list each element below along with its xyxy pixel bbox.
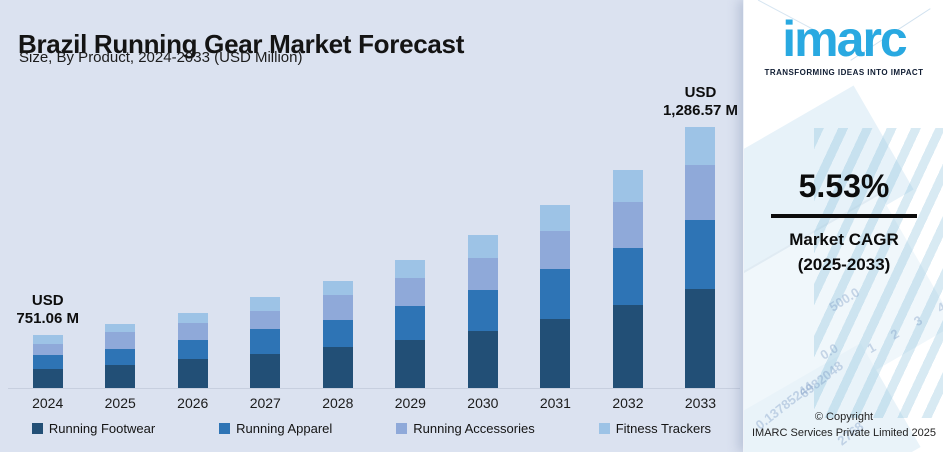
brand-side-panel: 500.0 0.0 1 2 3 4 6982048 0.13785244 276… <box>743 0 943 452</box>
legend-label-running-footwear: Running Footwear <box>48 421 156 436</box>
segment-running-accessories-2024 <box>32 344 63 355</box>
segment-running-footwear-2025 <box>105 365 136 388</box>
copyright: © Copyright IMARC Services Private Limit… <box>744 411 943 439</box>
decorative-watermark: 500.0 <box>826 284 863 315</box>
segment-running-apparel-2031 <box>540 269 571 319</box>
segment-fitness-trackers-2033 <box>685 127 716 165</box>
segment-running-footwear-2026 <box>177 359 208 388</box>
segment-fitness-trackers-2031 <box>540 205 571 231</box>
x-tick-2025: 2025 <box>104 395 136 411</box>
segment-running-apparel-2033 <box>685 220 716 289</box>
bar-2024 <box>32 335 63 388</box>
legend-item-running-accessories: Running Accessories <box>396 421 535 436</box>
cagr-label: Market CAGR <box>789 230 899 249</box>
legend-swatch-running-footwear <box>31 423 43 434</box>
x-tick-2031: 2031 <box>539 395 571 411</box>
legend-label-fitness-trackers: Fitness Trackers <box>615 421 712 436</box>
segment-running-accessories-2025 <box>105 332 136 349</box>
segment-running-apparel-2029 <box>395 306 426 340</box>
segment-fitness-trackers-2025 <box>105 324 136 332</box>
segment-running-apparel-2028 <box>322 320 353 347</box>
bar-2031 <box>540 205 571 388</box>
x-tick-2030: 2030 <box>467 395 499 411</box>
segment-running-footwear-2024 <box>32 369 63 388</box>
stacked-bar-chart: 2024 2025 2026 2027 2028 2029 2030 2031 2032 2033… <box>8 83 740 411</box>
page-subtitle: Size, By Product, 2024-2033 (USD Million… <box>19 49 303 66</box>
x-tick-2026: 2026 <box>177 395 209 411</box>
decorative-watermark: 0.0 <box>817 340 841 363</box>
chart-legend: Running Footwear Running Apparel Running A… <box>0 421 743 436</box>
legend-item-running-apparel: Running Apparel <box>219 421 332 436</box>
segment-running-footwear-2031 <box>540 319 571 388</box>
copyright-company-line: IMARC Services Private Limited 2025 <box>751 427 936 439</box>
x-tick-2028: 2028 <box>322 395 354 411</box>
segment-running-accessories-2028 <box>322 295 353 320</box>
legend-swatch-fitness-trackers <box>598 423 610 434</box>
bar-2030 <box>467 235 498 388</box>
legend-item-running-footwear: Running Footwear <box>31 421 156 436</box>
value-label-2024: USD 751.06 M <box>16 291 79 328</box>
segment-fitness-trackers-2024 <box>32 335 63 344</box>
segment-running-accessories-2027 <box>250 311 281 329</box>
segment-running-accessories-2033 <box>685 165 716 220</box>
bar-2033 <box>685 127 716 388</box>
segment-running-footwear-2027 <box>250 354 281 388</box>
segment-running-apparel-2026 <box>177 340 208 359</box>
segment-running-accessories-2032 <box>612 202 643 248</box>
x-axis-baseline <box>8 388 740 389</box>
bar-2026 <box>177 313 208 388</box>
bar-2029 <box>395 260 426 388</box>
x-tick-2029: 2029 <box>394 395 426 411</box>
cagr-divider <box>771 214 917 218</box>
imarc-logo: imarc TRANSFORMING IDEAS INTO IMPACT <box>744 14 943 77</box>
segment-running-accessories-2030 <box>467 258 498 290</box>
legend-label-running-accessories: Running Accessories <box>413 421 535 436</box>
legend-label-running-apparel: Running Apparel <box>236 421 333 436</box>
decorative-watermark: 1 2 3 4 <box>864 295 943 356</box>
segment-fitness-trackers-2029 <box>395 260 426 278</box>
cagr-block: 5.53% Market CAGR (2025-2033) <box>744 168 943 277</box>
segment-running-footwear-2030 <box>467 331 498 388</box>
page-title: Brazil Running Gear Market Forecast <box>18 29 465 60</box>
segment-fitness-trackers-2032 <box>612 170 643 202</box>
bar-2028 <box>322 281 353 388</box>
legend-swatch-running-accessories <box>396 423 408 434</box>
cagr-period: (2025-2033) <box>797 254 891 274</box>
segment-fitness-trackers-2026 <box>177 313 208 323</box>
segment-running-apparel-2025 <box>105 349 136 365</box>
bar-2025 <box>105 324 136 388</box>
value-label-2033: USD 1,286.57 M <box>662 83 738 120</box>
segment-running-apparel-2032 <box>612 248 643 305</box>
segment-fitness-trackers-2028 <box>322 281 353 295</box>
decorative-watermark: 6982048 <box>796 358 846 401</box>
bar-2027 <box>250 297 281 388</box>
segment-running-apparel-2027 <box>250 329 281 354</box>
segment-fitness-trackers-2027 <box>250 297 281 311</box>
copyright-symbol-line: © Copyright <box>814 411 874 423</box>
imarc-logo-wordmark: imarc <box>782 11 907 67</box>
x-tick-2032: 2032 <box>612 395 644 411</box>
segment-running-apparel-2024 <box>32 355 63 369</box>
segment-running-footwear-2028 <box>322 347 353 388</box>
imarc-logo-tagline: TRANSFORMING IDEAS INTO IMPACT <box>764 68 924 77</box>
legend-item-fitness-trackers: Fitness Trackers <box>598 421 712 436</box>
x-tick-2024: 2024 <box>32 395 64 411</box>
segment-running-footwear-2029 <box>395 340 426 388</box>
x-tick-2033: 2033 <box>684 395 717 411</box>
segment-running-accessories-2031 <box>540 231 571 269</box>
segment-running-accessories-2029 <box>395 278 426 306</box>
segment-running-apparel-2030 <box>467 290 498 331</box>
x-tick-2027: 2027 <box>249 395 281 411</box>
segment-running-accessories-2026 <box>177 323 208 340</box>
bar-2032 <box>612 170 643 388</box>
legend-swatch-running-apparel <box>219 423 231 434</box>
segment-running-footwear-2032 <box>612 305 643 388</box>
segment-fitness-trackers-2030 <box>467 235 498 258</box>
chart-panel: Brazil Running Gear Market Forecast Size… <box>0 0 743 452</box>
cagr-value: 5.53% <box>798 168 890 204</box>
segment-running-footwear-2033 <box>685 289 716 388</box>
